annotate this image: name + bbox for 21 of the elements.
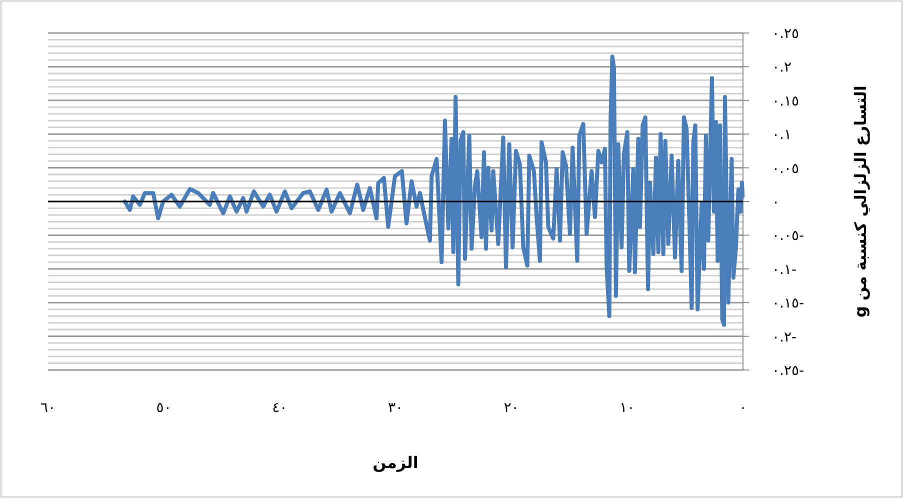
y-tick-label: ٠.٠٥ bbox=[772, 160, 800, 177]
x-tick-label: ٦٠ bbox=[40, 400, 56, 416]
x-tick-label: ١٠ bbox=[620, 400, 635, 416]
y-tick-label: ٠.١٥- bbox=[772, 296, 804, 312]
y-tick-label: ٠.٠٥- bbox=[772, 228, 804, 244]
x-tick-label: ٥٠ bbox=[156, 400, 172, 416]
line-series bbox=[122, 54, 745, 327]
y-tick-label: ٠.١- bbox=[772, 262, 797, 278]
x-tick-label: ٣٠ bbox=[388, 400, 404, 416]
y-tick-label: ٠.١٥ bbox=[772, 93, 800, 110]
y-tick-label: ٠.٢ bbox=[772, 60, 792, 76]
y-tick-label: ٠.٢٥- bbox=[772, 363, 804, 379]
y-tick-label: ٠.٢- bbox=[772, 329, 797, 346]
y-tick-label: ٠.٢٥ bbox=[772, 26, 800, 42]
x-tick-label: ٤٠ bbox=[272, 400, 288, 416]
x-tick-label: ٠ bbox=[739, 400, 747, 416]
x-axis-title: الزمن bbox=[372, 453, 418, 472]
y-tick-label: ٠ bbox=[772, 194, 780, 210]
x-tick-label: ٢٠ bbox=[504, 400, 519, 416]
y-axis-title: التسارع الزلزالي كنسبة من g bbox=[851, 86, 870, 318]
y-tick-label: ٠.١ bbox=[772, 127, 792, 144]
